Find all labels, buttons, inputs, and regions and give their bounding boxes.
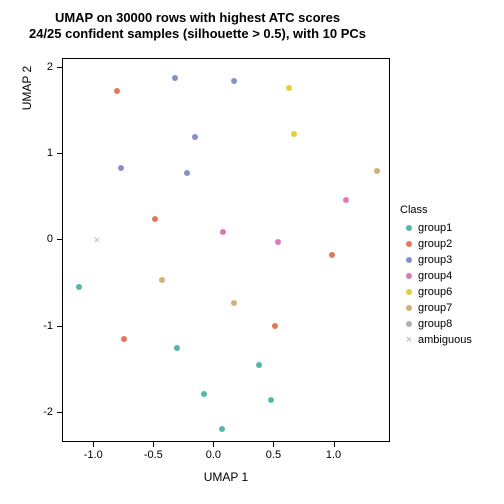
title-line-1: UMAP on 30000 rows with highest ATC scor… — [0, 10, 395, 26]
x-tick-mark — [334, 442, 335, 447]
legend-label: group4 — [418, 270, 452, 282]
x-tick-label: -0.5 — [144, 449, 163, 461]
x-tick-label: 0.0 — [206, 449, 221, 461]
x-axis-label: UMAP 1 — [62, 470, 390, 484]
y-tick-mark — [57, 239, 62, 240]
legend-label: group6 — [418, 286, 452, 298]
legend-item: group7 — [400, 300, 472, 316]
data-point — [118, 165, 124, 171]
x-tick-label: -1.0 — [84, 449, 103, 461]
data-point — [374, 168, 380, 174]
legend-item: group4 — [400, 268, 472, 284]
x-tick-label: 0.5 — [266, 449, 281, 461]
circle-marker-icon — [400, 305, 418, 311]
y-tick-mark — [57, 412, 62, 413]
y-tick-mark — [57, 153, 62, 154]
data-point — [159, 277, 165, 283]
data-point — [343, 197, 349, 203]
y-tick-mark — [57, 326, 62, 327]
data-point — [275, 239, 281, 245]
x-tick-mark — [93, 442, 94, 447]
legend-label: group8 — [418, 318, 452, 330]
circle-marker-icon — [400, 225, 418, 231]
data-point — [231, 78, 237, 84]
chart-title: UMAP on 30000 rows with highest ATC scor… — [0, 10, 395, 41]
legend-item: group1 — [400, 220, 472, 236]
data-point — [152, 216, 158, 222]
legend-label: group2 — [418, 238, 452, 250]
x-tick-label: 1.0 — [326, 449, 341, 461]
x-tick-mark — [213, 442, 214, 447]
data-point — [219, 426, 225, 432]
circle-marker-icon — [400, 289, 418, 295]
data-point — [329, 252, 335, 258]
data-point — [201, 391, 207, 397]
legend-title: Class — [400, 204, 472, 216]
legend-label: ambiguous — [418, 334, 472, 346]
data-point — [268, 397, 274, 403]
data-point — [174, 345, 180, 351]
y-tick-label: 2 — [33, 61, 53, 73]
data-point — [121, 336, 127, 342]
data-point — [220, 229, 226, 235]
data-point — [184, 170, 190, 176]
y-tick-label: 1 — [33, 147, 53, 159]
legend-label: group7 — [418, 302, 452, 314]
circle-marker-icon — [400, 321, 418, 327]
data-point — [192, 134, 198, 140]
circle-marker-icon — [400, 241, 418, 247]
data-point — [114, 88, 120, 94]
data-point — [256, 362, 262, 368]
data-point — [76, 284, 82, 290]
y-axis-label: UMAP 2 — [20, 0, 34, 280]
x-tick-mark — [273, 442, 274, 447]
legend: Class group1 group2 group3 group4 group6 grou… — [400, 204, 472, 348]
legend-item: group8 — [400, 316, 472, 332]
figure: UMAP on 30000 rows with highest ATC scor… — [0, 0, 504, 504]
y-tick-label: -2 — [33, 406, 53, 418]
legend-item: group2 — [400, 236, 472, 252]
title-line-2: 24/25 confident samples (silhouette > 0.… — [0, 26, 395, 42]
circle-marker-icon — [400, 273, 418, 279]
data-point — [231, 300, 237, 306]
legend-item: ×ambiguous — [400, 332, 472, 348]
legend-label: group3 — [418, 254, 452, 266]
legend-item: group6 — [400, 284, 472, 300]
x-marker-icon: × — [400, 334, 418, 346]
y-tick-label: -1 — [33, 320, 53, 332]
data-point — [272, 323, 278, 329]
data-point — [291, 131, 297, 137]
data-point — [172, 75, 178, 81]
data-point: × — [94, 235, 100, 246]
legend-label: group1 — [418, 222, 452, 234]
y-tick-label: 0 — [33, 233, 53, 245]
circle-marker-icon — [400, 257, 418, 263]
data-point — [286, 85, 292, 91]
legend-item: group3 — [400, 252, 472, 268]
y-tick-mark — [57, 67, 62, 68]
x-tick-mark — [153, 442, 154, 447]
plot-area — [62, 58, 390, 442]
